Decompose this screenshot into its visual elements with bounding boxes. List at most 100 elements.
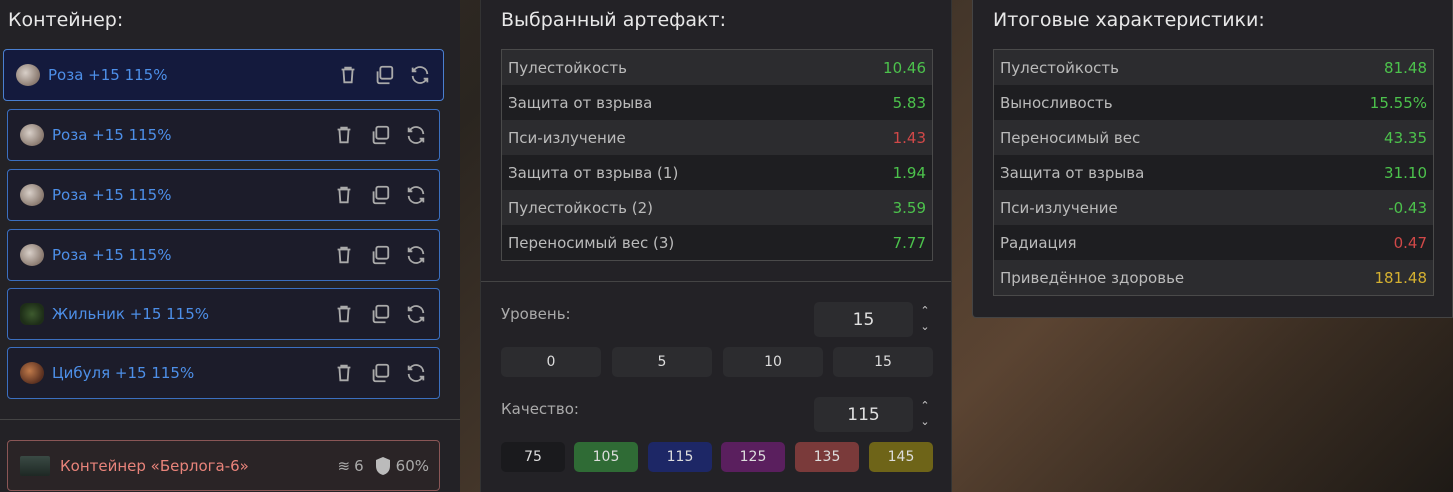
stat-row: Выносливость 15.55% [994,85,1433,120]
level-increment-icon[interactable]: ⌃ [920,304,930,317]
stat-value: 10.46 [883,58,926,77]
quality-preset-button[interactable]: 125 [721,442,785,472]
stat-row: Пси-излучение 1.43 [502,120,932,155]
trash-icon[interactable] [335,62,361,88]
zhilnik-artifact-icon [20,303,44,325]
rose-artifact-icon [20,184,44,206]
stat-label: Пулестойкость [1000,58,1119,77]
trash-icon[interactable] [331,301,357,327]
trash-icon[interactable] [331,182,357,208]
stat-value: 5.83 [892,93,926,112]
stat-value: 1.94 [892,163,926,182]
level-preset-button[interactable]: 5 [612,347,712,377]
divider [481,281,951,282]
quality-preset-button[interactable]: 75 [501,442,565,472]
stat-label: Пулестойкость (2) [508,198,653,217]
stat-label: Переносимый вес (3) [508,233,675,252]
level-preset-button[interactable]: 0 [501,347,601,377]
stat-row: Пулестойкость 10.46 [502,50,932,85]
selected-artifact-stats: Пулестойкость 10.46 Защита от взрыва 5.83 Пс… [501,49,933,261]
container-selector[interactable]: Контейнер «Берлога-6» ≋ 6 60% [7,440,440,491]
level-decrement-icon[interactable]: ⌄ [920,320,930,333]
copy-icon[interactable] [367,122,393,148]
item-name: Цибуля +15 115% [52,364,195,382]
stat-value: 181.48 [1374,268,1428,287]
quality-preset-button[interactable]: 145 [869,442,933,472]
divider [0,419,460,420]
refresh-icon[interactable] [407,62,433,88]
copy-icon[interactable] [367,182,393,208]
quality-preset-button[interactable]: 105 [574,442,638,472]
item-name: Роза +15 115% [52,246,172,264]
level-label: Уровень: [501,305,571,323]
quality-increment-icon[interactable]: ⌃ [920,399,930,412]
copy-icon[interactable] [371,62,397,88]
stat-value: 15.55% [1369,93,1427,112]
level-preset-button[interactable]: 10 [723,347,823,377]
container-icon [20,455,50,476]
copy-icon[interactable] [367,360,393,386]
container-item[interactable]: Роза +15 115% [7,109,440,161]
stat-row: Переносимый вес (3) 7.77 [502,225,932,260]
stat-row: Пси-излучение -0.43 [994,190,1433,225]
stat-value: 81.48 [1384,58,1427,77]
quality-input[interactable]: 115 [814,397,913,432]
stat-label: Защита от взрыва (1) [508,163,679,182]
stat-label: Пулестойкость [508,58,627,77]
stat-label: Защита от взрыва [508,93,653,112]
copy-icon[interactable] [367,301,393,327]
stat-label: Защита от взрыва [1000,163,1145,182]
quality-decrement-icon[interactable]: ⌄ [920,415,930,428]
rose-artifact-icon [16,64,40,86]
refresh-icon[interactable] [403,360,429,386]
total-stats-title: Итоговые характеристики: [993,9,1265,31]
stat-value: 3.59 [892,198,926,217]
container-item[interactable]: Жильник +15 115% [7,288,440,340]
trash-icon[interactable] [331,360,357,386]
level-input[interactable]: 15 [814,302,913,337]
cibulya-artifact-icon [20,362,44,384]
item-name: Жильник +15 115% [52,305,210,323]
refresh-icon[interactable] [403,242,429,268]
stat-row: Приведённое здоровье 181.48 [994,260,1433,295]
layers-icon: ≋ [337,456,351,475]
level-preset-button[interactable]: 15 [833,347,933,377]
refresh-icon[interactable] [403,122,429,148]
container-protection: 60% [395,456,429,475]
container-item[interactable]: Роза +15 115% [7,169,440,221]
stat-label: Пси-излучение [1000,198,1118,217]
container-item[interactable]: Цибуля +15 115% [7,347,440,399]
stat-label: Выносливость [1000,93,1113,112]
rose-artifact-icon [20,124,44,146]
item-name: Роза +15 115% [52,186,172,204]
total-stats-panel: Итоговые характеристики: Пулестойкость 81… [972,0,1453,318]
stat-value: 1.43 [892,128,926,147]
shield-icon [375,456,390,475]
total-stats-table: Пулестойкость 81.48 Выносливость 15.55% Пере… [993,49,1434,296]
rose-artifact-icon [20,244,44,266]
quality-label: Качество: [501,400,579,418]
container-item[interactable]: Роза +15 115% [7,229,440,281]
copy-icon[interactable] [367,242,393,268]
refresh-icon[interactable] [403,301,429,327]
stat-row: Защита от взрыва 5.83 [502,85,932,120]
stat-label: Радиация [1000,233,1077,252]
refresh-icon[interactable] [403,182,429,208]
stat-value: 0.47 [1393,233,1427,252]
stat-value: 7.77 [892,233,926,252]
trash-icon[interactable] [331,242,357,268]
selected-artifact-panel: Выбранный артефакт: Пулестойкость 10.46 За… [480,0,952,492]
stat-value: 31.10 [1384,163,1427,182]
container-title: Контейнер: [8,9,124,31]
trash-icon[interactable] [331,122,357,148]
stat-value: 43.35 [1384,128,1427,147]
container-item[interactable]: Роза +15 115% [3,49,444,101]
stat-row: Радиация 0.47 [994,225,1433,260]
stat-value: -0.43 [1388,198,1427,217]
quality-preset-button[interactable]: 135 [795,442,859,472]
stat-row: Защита от взрыва (1) 1.94 [502,155,932,190]
container-name: Контейнер «Берлога-6» [60,456,249,475]
quality-preset-button[interactable]: 115 [648,442,712,472]
stat-row: Пулестойкость 81.48 [994,50,1433,85]
stat-label: Пси-излучение [508,128,626,147]
